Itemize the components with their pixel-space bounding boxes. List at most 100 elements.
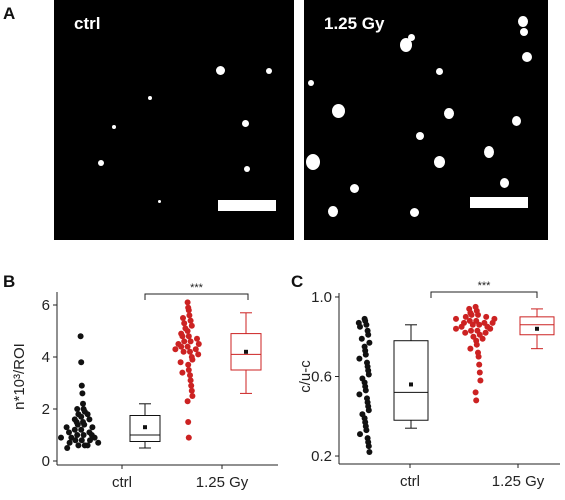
box-iqr xyxy=(519,316,555,336)
significance-bracket xyxy=(144,293,249,300)
data-point xyxy=(78,437,85,444)
data-point xyxy=(180,348,187,355)
fluorescent-spot xyxy=(416,132,424,140)
data-point xyxy=(357,431,363,438)
x-tick-label: 1.25 Gy xyxy=(492,473,545,490)
data-point xyxy=(186,312,193,319)
data-point xyxy=(453,325,459,332)
data-point xyxy=(365,443,372,450)
data-point xyxy=(189,356,196,363)
data-point xyxy=(476,321,483,328)
chart-c: 0.2 0.6 1.0 c/u-c ctrl 1.25 Gy *** xyxy=(297,280,560,490)
chart-b: 0 2 4 6 n*10³/ROI ctrl 1.25 Gy *** xyxy=(11,282,278,491)
fluorescent-spot xyxy=(410,208,419,217)
data-point xyxy=(77,333,84,340)
data-point xyxy=(84,442,91,449)
fluorescent-spot xyxy=(266,68,272,74)
data-point xyxy=(189,393,196,399)
data-point xyxy=(187,377,194,384)
data-point xyxy=(194,335,200,342)
fluorescent-spot xyxy=(400,38,412,52)
data-point xyxy=(78,413,85,420)
significance-label: *** xyxy=(190,282,204,294)
box-mean xyxy=(244,349,248,354)
fluorescent-spot xyxy=(244,166,250,172)
fluorescent-spot xyxy=(306,154,320,170)
data-point xyxy=(482,329,489,336)
fluorescent-spot xyxy=(444,108,454,119)
data-point xyxy=(467,345,474,352)
significance-bracket xyxy=(430,291,538,298)
fluorescent-spot xyxy=(148,96,152,100)
data-point xyxy=(473,397,480,404)
fluorescent-spot xyxy=(520,28,528,36)
data-point xyxy=(366,339,373,346)
x-tick-label: ctrl xyxy=(112,474,132,491)
data-point xyxy=(66,429,72,436)
data-point xyxy=(184,328,191,334)
fluorescent-spot xyxy=(242,120,249,127)
data-point xyxy=(356,355,363,362)
data-point xyxy=(179,333,186,340)
data-point xyxy=(453,315,459,322)
data-point xyxy=(473,341,480,348)
y-tick-label: 6 xyxy=(42,297,50,314)
data-point xyxy=(181,320,188,327)
data-point xyxy=(74,421,81,428)
data-point xyxy=(184,398,191,405)
y-tick-label: 0 xyxy=(42,453,50,470)
data-point xyxy=(365,331,372,338)
fluorescent-spot xyxy=(408,34,415,41)
box-mean xyxy=(143,425,147,430)
micrograph-ctrl: ctrl xyxy=(54,0,294,240)
data-point xyxy=(487,325,494,332)
fluorescent-spot xyxy=(216,66,225,75)
data-point xyxy=(357,323,363,330)
x-tick-label: ctrl xyxy=(400,473,420,490)
data-point xyxy=(462,313,469,320)
data-point xyxy=(64,445,71,451)
data-point xyxy=(356,391,363,398)
data-point xyxy=(184,299,191,306)
data-point xyxy=(74,406,81,412)
data-point xyxy=(172,346,179,353)
data-point xyxy=(192,346,199,353)
data-point xyxy=(188,387,195,394)
data-point xyxy=(477,377,484,384)
fluorescent-spot xyxy=(434,156,445,168)
micrograph-irradiated-label: 1.25 Gy xyxy=(324,14,385,33)
scale-bar xyxy=(218,200,276,211)
fluorescent-spot xyxy=(518,16,528,27)
data-point xyxy=(476,369,483,376)
data-point xyxy=(87,437,93,444)
data-point xyxy=(185,434,192,441)
y-tick-label: 0.6 xyxy=(311,369,332,386)
data-point xyxy=(78,426,85,433)
data-point xyxy=(365,371,372,378)
fluorescent-spot xyxy=(350,184,359,193)
box-iqr xyxy=(230,333,262,371)
data-point xyxy=(86,416,93,423)
data-point xyxy=(358,335,365,342)
data-point xyxy=(362,351,369,358)
data-point xyxy=(185,307,192,314)
data-point xyxy=(185,419,192,425)
data-point xyxy=(89,424,96,431)
data-point xyxy=(180,315,186,321)
data-point xyxy=(185,367,192,373)
significance-label: *** xyxy=(478,280,492,292)
panel-a-label: A xyxy=(3,4,16,23)
data-point xyxy=(365,407,372,414)
data-point xyxy=(476,361,483,368)
data-point xyxy=(188,322,195,329)
data-point xyxy=(195,341,202,347)
data-point xyxy=(475,353,482,360)
box-iqr xyxy=(129,415,161,442)
fluorescent-spot xyxy=(522,52,532,62)
data-point xyxy=(483,313,490,320)
data-point xyxy=(177,359,184,366)
data-point xyxy=(71,426,78,433)
data-point xyxy=(91,434,98,441)
data-point xyxy=(80,432,87,438)
y-axis-label: c/u-c xyxy=(297,360,314,393)
